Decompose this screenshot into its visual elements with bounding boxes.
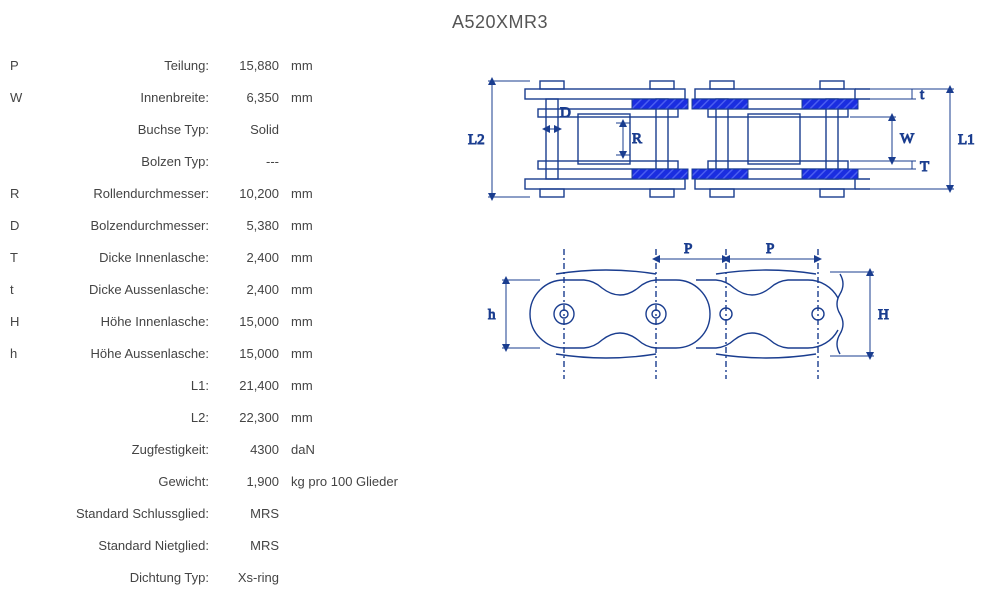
spec-row: tDicke Aussenlasche:2,400mm [10,273,430,305]
dim-D: D [560,105,571,121]
spec-unit: mm [285,58,425,73]
chain-side-view: P P h H [460,229,980,399]
spec-label: Bolzendurchmesser: [40,218,215,233]
spec-unit: mm [285,378,425,393]
spec-label: Dicke Innenlasche: [40,250,215,265]
spec-value: Solid [215,122,285,137]
spec-label: Teilung: [40,58,215,73]
spec-unit: mm [285,90,425,105]
spec-row: Gewicht:1,900kg pro 100 Glieder [10,465,430,497]
spec-symbol: D [10,218,40,233]
spec-value: MRS [215,538,285,553]
spec-value: 1,900 [215,474,285,489]
spec-symbol: P [10,58,40,73]
spec-value: --- [215,154,285,169]
spec-label: Standard Schlussglied: [40,506,215,521]
spec-unit: mm [285,314,425,329]
spec-label: Standard Nietglied: [40,538,215,553]
spec-row: DBolzendurchmesser:5,380mm [10,209,430,241]
dim-R: R [632,131,642,147]
spec-row: TDicke Innenlasche:2,400mm [10,241,430,273]
dim-L1: L1 [958,132,975,148]
dim-H: H [878,307,889,323]
spec-row: Zugfestigkeit:4300daN [10,433,430,465]
spec-symbol: R [10,186,40,201]
spec-label: L2: [40,410,215,425]
spec-row: L2:22,300mm [10,401,430,433]
spec-value: Xs-ring [215,570,285,585]
spec-row: Standard Nietglied:MRS [10,529,430,561]
spec-value: 21,400 [215,378,285,393]
dim-W: W [900,131,915,147]
spec-unit: daN [285,442,425,457]
spec-value: MRS [215,506,285,521]
spec-label: Gewicht: [40,474,215,489]
spec-label: Höhe Aussenlasche: [40,346,215,361]
spec-unit: mm [285,346,425,361]
spec-label: Dicke Aussenlasche: [40,282,215,297]
spec-value: 15,000 [215,346,285,361]
spec-value: 10,200 [215,186,285,201]
spec-value: 4300 [215,442,285,457]
diagram-area: L2 L1 D R W T t [430,49,1000,593]
spec-row: hHöhe Aussenlasche:15,000mm [10,337,430,369]
spec-label: Innenbreite: [40,90,215,105]
spec-row: RRollendurchmesser:10,200mm [10,177,430,209]
spec-label: Zugfestigkeit: [40,442,215,457]
spec-unit: mm [285,282,425,297]
spec-unit: mm [285,250,425,265]
spec-unit: kg pro 100 Glieder [285,474,425,489]
spec-row: L1:21,400mm [10,369,430,401]
spec-table: PTeilung:15,880mmWInnenbreite:6,350mmBuc… [0,49,430,593]
spec-symbol: h [10,346,40,361]
spec-unit: mm [285,186,425,201]
spec-row: PTeilung:15,880mm [10,49,430,81]
spec-symbol: H [10,314,40,329]
spec-row: WInnenbreite:6,350mm [10,81,430,113]
spec-label: Dichtung Typ: [40,570,215,585]
spec-value: 22,300 [215,410,285,425]
spec-symbol: t [10,282,40,297]
spec-value: 15,000 [215,314,285,329]
spec-symbol: T [10,250,40,265]
spec-row: Dichtung Typ:Xs-ring [10,561,430,593]
spec-row: Bolzen Typ:--- [10,145,430,177]
spec-value: 5,380 [215,218,285,233]
dim-P2: P [766,241,774,257]
dim-L2: L2 [468,132,485,148]
dim-T: T [920,159,929,175]
spec-label: L1: [40,378,215,393]
spec-row: Standard Schlussglied:MRS [10,497,430,529]
spec-unit: mm [285,410,425,425]
spec-unit: mm [285,218,425,233]
spec-label: Rollendurchmesser: [40,186,215,201]
spec-label: Buchse Typ: [40,122,215,137]
spec-row: HHöhe Innenlasche:15,000mm [10,305,430,337]
spec-value: 2,400 [215,250,285,265]
spec-value: 6,350 [215,90,285,105]
dim-h: h [488,307,496,323]
content-wrap: PTeilung:15,880mmWInnenbreite:6,350mmBuc… [0,49,1000,593]
spec-value: 15,880 [215,58,285,73]
dim-P1: P [684,241,692,257]
spec-label: Bolzen Typ: [40,154,215,169]
chain-top-view: L2 L1 D R W T t [460,59,980,229]
spec-symbol: W [10,90,40,105]
spec-label: Höhe Innenlasche: [40,314,215,329]
spec-value: 2,400 [215,282,285,297]
spec-row: Buchse Typ:Solid [10,113,430,145]
page-title: A520XMR3 [0,0,1000,49]
